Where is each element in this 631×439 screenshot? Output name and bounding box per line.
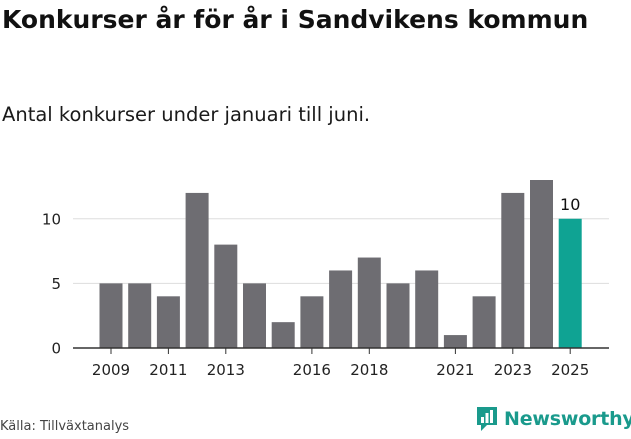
y-tick-label: 10 xyxy=(42,210,61,228)
bar-2019 xyxy=(386,283,410,348)
bar-2012 xyxy=(185,192,209,348)
bar-2015 xyxy=(271,322,295,348)
newsworthy-logo: Newsworthy xyxy=(476,406,631,432)
bar-2010 xyxy=(128,283,152,348)
x-tick-label: 2009 xyxy=(92,361,130,379)
bar-2020 xyxy=(415,270,439,348)
bar-2023 xyxy=(501,192,525,348)
bar-chart: 0 5 10 10 2009 2011 2013 2016 2018 2021 2023 2025 xyxy=(42,180,609,379)
bar-2022 xyxy=(472,296,496,348)
bar-2018 xyxy=(357,257,381,348)
chart-title: Konkurser år för år i Sandvikens kommun xyxy=(2,5,589,34)
x-tick-label: 2011 xyxy=(149,361,187,379)
y-tick-label: 0 xyxy=(51,340,61,358)
x-tick-label: 2023 xyxy=(494,361,532,379)
x-tick-label: 2018 xyxy=(350,361,388,379)
x-tick-label: 2013 xyxy=(207,361,245,379)
bar-2021 xyxy=(443,335,467,348)
brand-name: Newsworthy xyxy=(504,408,631,430)
bar-2016 xyxy=(300,296,324,348)
bar-2025 xyxy=(558,218,582,348)
x-tick-label: 2025 xyxy=(551,361,589,379)
bar-2024 xyxy=(530,180,553,348)
x-tick-label: 2016 xyxy=(293,361,331,379)
newsworthy-logo-icon xyxy=(477,407,497,431)
bar-2009 xyxy=(99,283,123,348)
bar-2013 xyxy=(214,244,238,348)
bar-2017 xyxy=(329,270,353,348)
bar-2011 xyxy=(156,296,180,348)
bar-2014 xyxy=(243,283,266,348)
y-tick-label: 5 xyxy=(51,275,61,293)
source-note: Källa: Tillväxtanalys xyxy=(0,419,130,434)
chart-subtitle: Antal konkurser under januari till juni. xyxy=(2,103,371,126)
data-label-2025: 10 xyxy=(560,195,580,214)
x-tick-label: 2021 xyxy=(436,361,474,379)
